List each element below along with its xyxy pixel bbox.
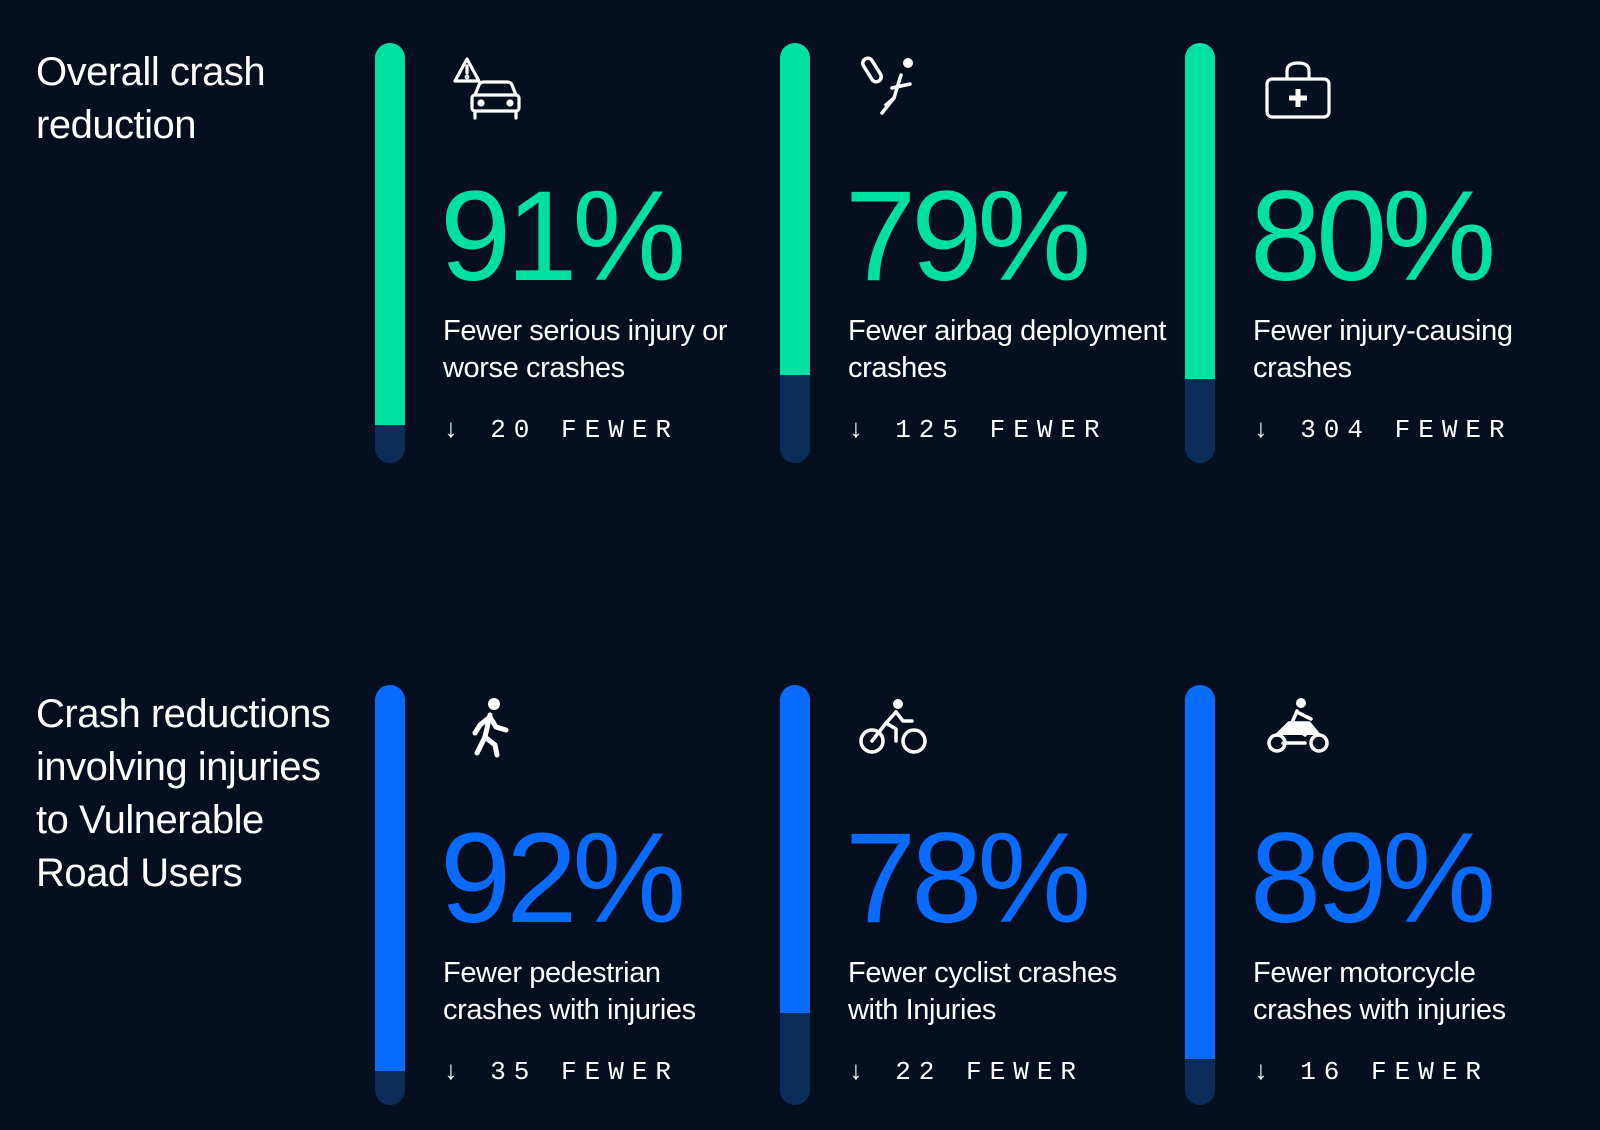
metric-card: 91% Fewer serious injury or worse crashe… [375,43,775,463]
fewer-count: ↓ 16 FEWER [1253,1057,1490,1087]
bar-fill [780,43,810,375]
metric-description: Fewer pedestrian crashes with injuries [443,957,696,1026]
overall-crash-section: Overall crash reduction 91% Fewer seriou… [0,43,1600,463]
metric-card: 89% Fewer motorcycle crashes with injuri… [1185,685,1585,1105]
fewer-count: ↓ 35 FEWER [443,1057,680,1087]
fewer-count: ↓ 20 FEWER [443,415,680,445]
percent-value: 78% [845,807,1091,950]
bar-track [1185,43,1215,463]
metric-description: Fewer motorcycle crashes with injuries [1253,957,1506,1026]
metric-description: Fewer injury-causing crashes [1253,315,1513,384]
percent-value: 79% [845,165,1091,308]
metric-card: 92% Fewer pedestrian crashes with injuri… [375,685,775,1105]
percent-value: 92% [440,807,686,950]
medical-kit-icon [1261,53,1335,127]
percent-value: 80% [1250,165,1496,308]
metric-description: Fewer serious injury or worse crashes [443,315,728,384]
metric-card: 78% Fewer cyclist crashes with Injuries … [780,685,1180,1105]
bar-fill [375,685,405,1071]
cyclist-icon [856,695,930,769]
section-title: Crash reductions involving injuries to V… [36,692,331,895]
bar-track [375,43,405,463]
bar-fill [780,685,810,1013]
bar-track [780,43,810,463]
car-warning-icon [451,53,525,127]
percent-value: 91% [440,165,686,308]
fewer-count: ↓ 304 FEWER [1253,415,1513,445]
bar-track [780,685,810,1105]
fewer-count: ↓ 125 FEWER [848,415,1108,445]
fewer-count: ↓ 22 FEWER [848,1057,1085,1087]
bar-track [1185,685,1215,1105]
metric-card: 80% Fewer injury-causing crashes ↓ 304 F… [1185,43,1585,463]
airbag-icon [856,53,930,127]
pedestrian-icon [451,695,525,769]
vulnerable-road-users-section: Crash reductions involving injuries to V… [0,685,1600,1105]
section-title: Overall crash reduction [36,50,266,147]
metric-card: 79% Fewer airbag deployment crashes ↓ 12… [780,43,1180,463]
bar-fill [375,43,405,425]
metric-description: Fewer airbag deployment crashes [848,315,1167,384]
percent-value: 89% [1250,807,1496,950]
bar-track [375,685,405,1105]
bar-fill [1185,43,1215,379]
metric-description: Fewer cyclist crashes with Injuries [848,957,1117,1026]
bar-fill [1185,685,1215,1059]
motorcycle-icon [1261,695,1335,769]
